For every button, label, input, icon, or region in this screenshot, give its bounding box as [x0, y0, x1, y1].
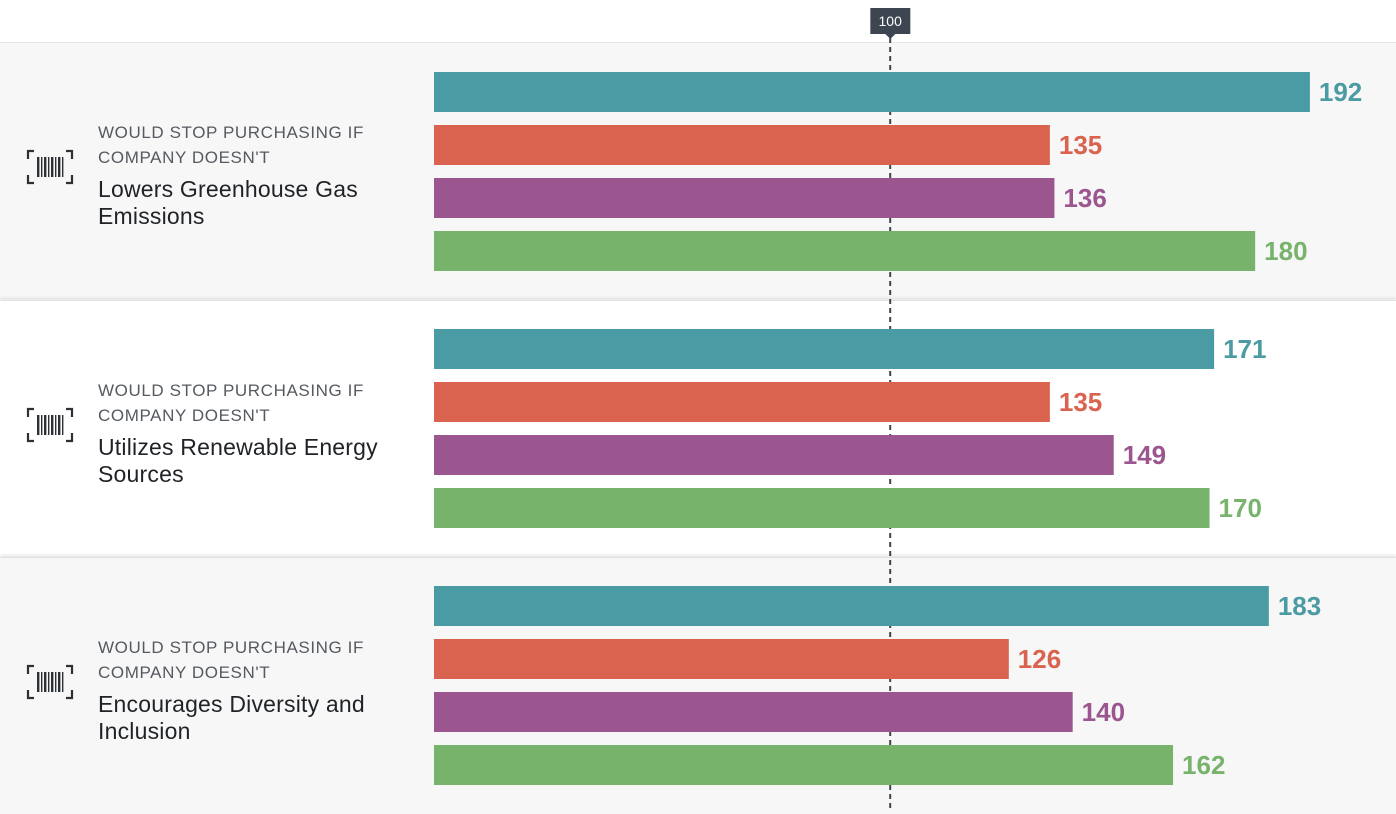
barcode-icon: [26, 407, 74, 443]
barcode-icon: [26, 149, 74, 185]
category-kicker: WOULD STOP PURCHASING IF COMPANY DOESN'T: [98, 381, 364, 425]
category-statement: Utilizes Renewable Energy Sources: [98, 434, 378, 487]
reference-line-label: 100: [870, 8, 910, 39]
category-kicker: WOULD STOP PURCHASING IF COMPANY DOESN'T: [98, 638, 364, 682]
category-kicker: WOULD STOP PURCHASING IF COMPANY DOESN'T: [98, 123, 364, 167]
category-label: WOULD STOP PURCHASING IF COMPANY DOESN'T…: [98, 635, 428, 745]
category-label: WOULD STOP PURCHASING IF COMPANY DOESN'T…: [98, 378, 428, 488]
group-greenhouse: WOULD STOP PURCHASING IF COMPANY DOESN'T…: [0, 43, 1396, 299]
barcode-icon: [26, 664, 74, 700]
category-statement: Lowers Greenhouse Gas Emissions: [98, 176, 358, 229]
top-strip: [0, 0, 1396, 43]
group-renewable: WOULD STOP PURCHASING IF COMPANY DOESN'T…: [0, 300, 1396, 557]
category-label: WOULD STOP PURCHASING IF COMPANY DOESN'T…: [98, 120, 428, 230]
category-statement: Encourages Diversity and Inclusion: [98, 691, 365, 744]
group-diversity: WOULD STOP PURCHASING IF COMPANY DOESN'T…: [0, 557, 1396, 814]
